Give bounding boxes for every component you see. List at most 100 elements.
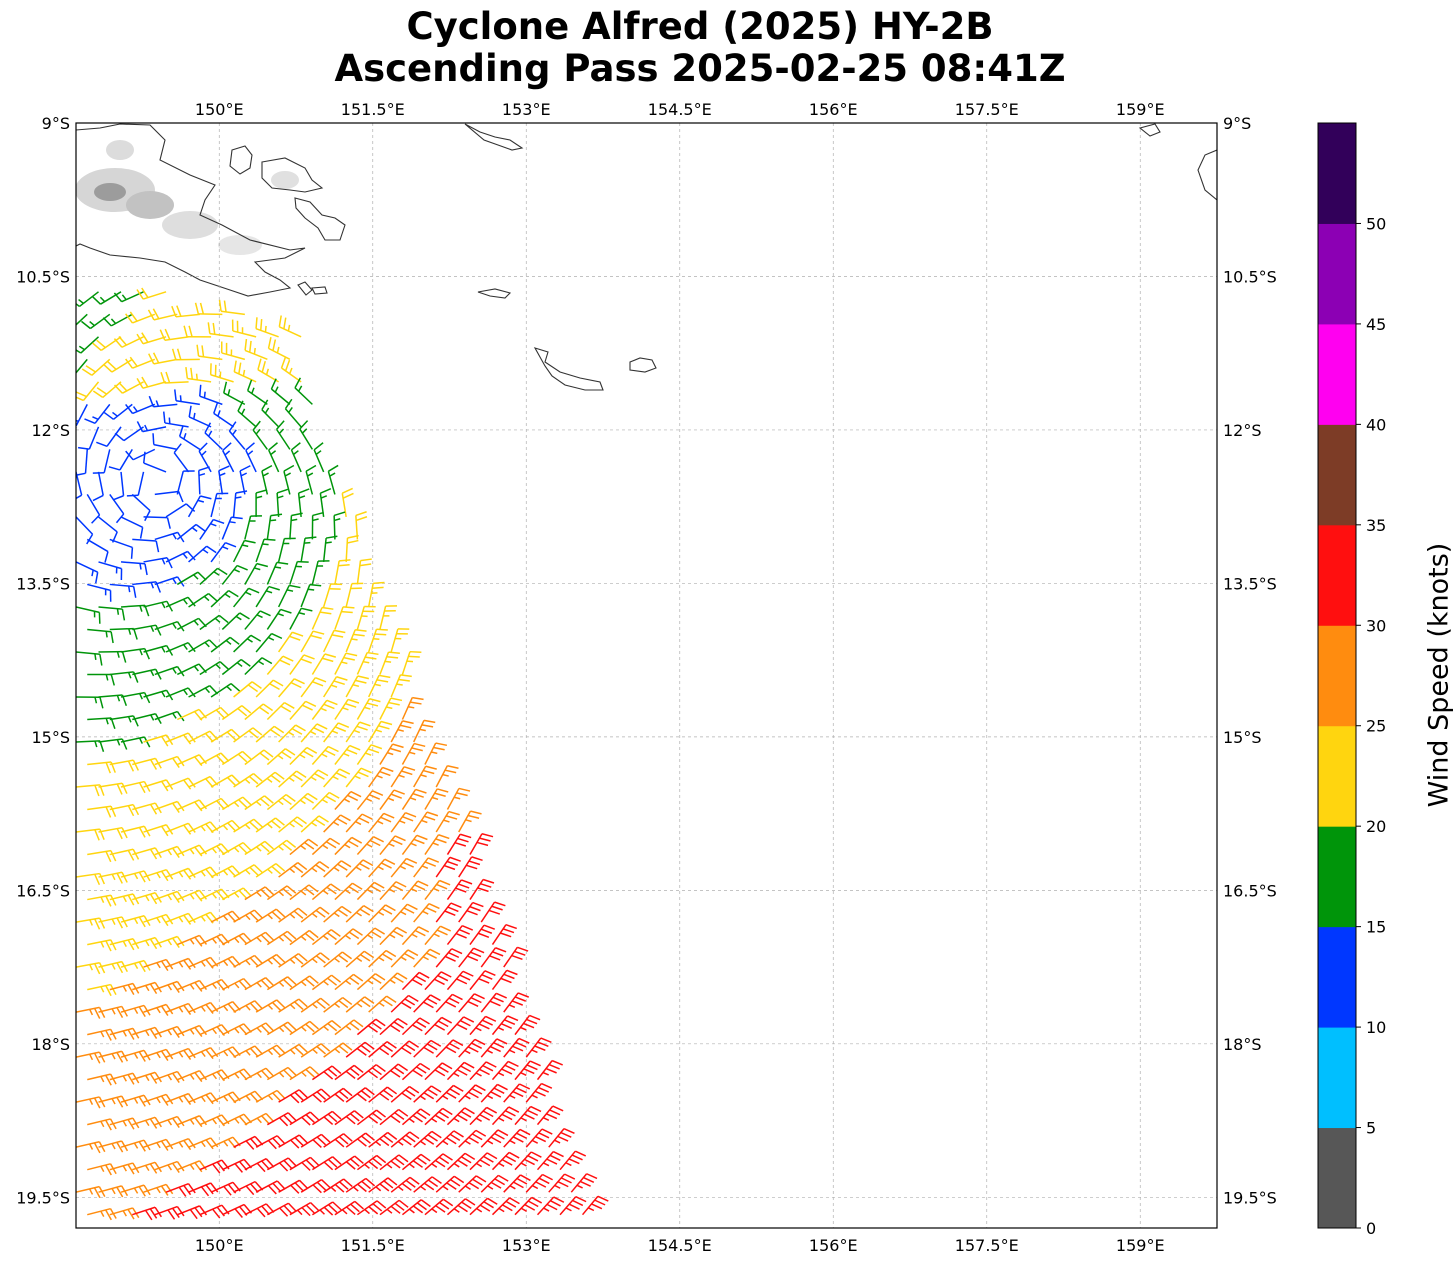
barb-feather [244, 338, 248, 351]
barb-shaft [345, 583, 353, 608]
wind-barb [136, 287, 167, 300]
wind-barb [323, 951, 353, 968]
barb-half-feather [144, 1119, 150, 1127]
barb-half-feather [301, 1026, 307, 1032]
barb-shaft [210, 636, 231, 653]
wind-barb [311, 1201, 342, 1216]
barb-feather [405, 1179, 416, 1188]
wind-barb [109, 1162, 140, 1175]
barb-half-feather [304, 541, 311, 544]
barb-shaft [109, 1072, 134, 1081]
barb-feather [200, 495, 212, 500]
barb-feather [136, 333, 144, 345]
barb-half-feather [145, 1030, 150, 1037]
barb-feather [338, 1090, 349, 1100]
barb-shaft [390, 903, 408, 923]
barb-feather [500, 932, 512, 938]
wind-barb [458, 1038, 486, 1058]
wind-barb [233, 1045, 264, 1058]
wind-barb [76, 336, 100, 354]
barb-feather [307, 792, 318, 801]
barb-half-feather [256, 1027, 262, 1033]
barb-feather [105, 940, 112, 952]
barb-shaft [255, 586, 270, 608]
wind-barb [401, 1153, 431, 1171]
barb-shaft [123, 426, 144, 442]
barb-shaft [334, 882, 353, 901]
wind-barb [196, 344, 223, 361]
barb-half-feather [245, 1095, 251, 1101]
barb-half-feather [167, 894, 173, 901]
barb-feather [367, 1070, 379, 1079]
barb-feather [247, 684, 259, 693]
barb-half-feather [240, 472, 248, 477]
barb-feather [252, 727, 263, 736]
barb-shaft [255, 539, 265, 563]
barb-feather [268, 442, 278, 451]
wind-barb [120, 516, 144, 539]
barb-feather [435, 1159, 446, 1168]
barb-shaft [345, 813, 363, 833]
colorbar-tick-label: 0 [1366, 1219, 1376, 1238]
barb-feather [354, 1155, 364, 1165]
barb-feather [428, 902, 440, 910]
barb-half-feather [122, 1165, 127, 1172]
barb-shaft [401, 880, 419, 901]
barb-shaft [164, 336, 189, 341]
wind-barb [401, 696, 424, 720]
barb-feather [423, 1137, 435, 1145]
barb-shaft [255, 327, 279, 338]
barb-feather [149, 1118, 158, 1129]
wind-barb [244, 1158, 275, 1173]
barb-shaft [98, 826, 123, 833]
wind-barb [345, 859, 374, 878]
barb-shaft [289, 607, 302, 630]
barb-shaft [154, 980, 178, 991]
barb-shaft [390, 674, 402, 698]
barb-feather [77, 446, 90, 450]
barb-half-feather [321, 798, 328, 804]
wind-barb [244, 1112, 275, 1126]
wind-barb [424, 1107, 453, 1126]
wind-barb [345, 628, 367, 653]
barb-shaft [87, 628, 112, 633]
map-axes: 150°E150°E151.5°E151.5°E153°E153°E154.5°… [16, 100, 1277, 1255]
barb-feather [194, 302, 200, 315]
wind-barb [267, 1202, 297, 1217]
barb-feather [453, 1175, 465, 1184]
barb-feather [468, 860, 481, 866]
barb-shaft [289, 975, 311, 991]
wind-barb [305, 464, 317, 495]
barb-feather [176, 1026, 185, 1037]
wind-barb [469, 1197, 498, 1216]
barb-feather [456, 1068, 468, 1076]
barb-feather [364, 996, 375, 1005]
barb-feather [357, 771, 369, 778]
barb-half-feather [211, 1028, 218, 1035]
barb-half-feather [189, 938, 195, 945]
barb-feather [138, 916, 146, 928]
barb-feather [290, 1094, 300, 1104]
barb-feather [359, 908, 371, 916]
barb-half-feather [78, 298, 84, 304]
barb-feather [85, 365, 96, 373]
wind-barb [233, 772, 263, 788]
barb-shaft [368, 950, 387, 968]
barb-feather [404, 952, 415, 960]
wind-barb [446, 1016, 475, 1036]
barb-shaft [458, 1084, 476, 1103]
barb-shaft [244, 349, 268, 361]
barb-feather [312, 1093, 322, 1103]
wind-barb [244, 657, 273, 676]
barb-feather [189, 1209, 198, 1220]
barb-feather [360, 767, 372, 774]
barb-feather [551, 1059, 563, 1066]
barb-feather [274, 771, 285, 780]
barb-shaft [132, 757, 156, 766]
barb-feather [354, 1200, 364, 1210]
barb-half-feather [399, 820, 406, 824]
barb-shaft [188, 592, 209, 608]
barb-half-feather [183, 689, 188, 696]
barb-feather [365, 1132, 375, 1141]
wind-barb [223, 381, 246, 406]
